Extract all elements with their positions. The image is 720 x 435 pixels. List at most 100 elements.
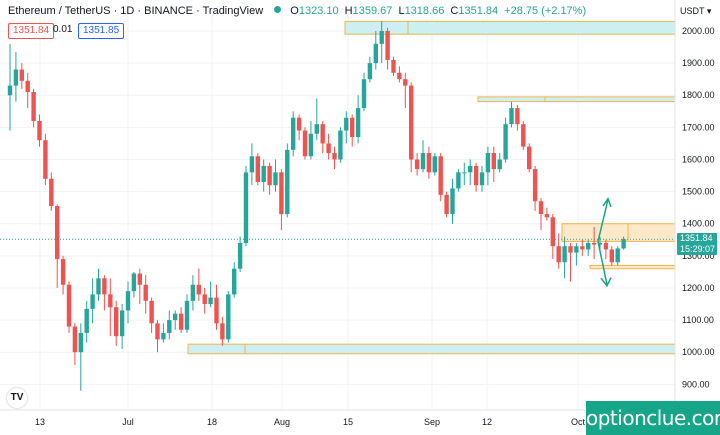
candle-up (420, 153, 426, 170)
symbol-title[interactable]: Ethereum / TetherUS · 1D · BINANCE · Tra… (8, 5, 264, 17)
candle-down (320, 124, 325, 144)
candle-up (125, 291, 131, 311)
candle-up (361, 79, 367, 109)
currency-selector[interactable]: USDT ▾ (680, 6, 712, 16)
candle-down (155, 323, 160, 340)
ohlc-high-value: 1359.67 (352, 5, 393, 17)
candle-up (456, 172, 461, 189)
candle-down (214, 297, 219, 324)
candle-up (131, 273, 137, 292)
candle-up (379, 31, 384, 44)
candle-down (350, 117, 355, 137)
candle-up (586, 242, 591, 250)
candle-down (202, 294, 207, 305)
candle-up (167, 320, 172, 333)
price-tick-label: 1300.00 (682, 251, 715, 261)
candle-up (621, 239, 626, 249)
candle-down (49, 178, 54, 207)
candle-down (556, 246, 561, 263)
candle-up (90, 294, 95, 309)
candle-down (149, 300, 154, 324)
price-tick-label: 1900.00 (682, 58, 715, 68)
candle-down (403, 79, 408, 86)
tradingview-logo-icon[interactable]: TV (7, 388, 27, 408)
price-tick-label: 1500.00 (682, 187, 715, 197)
time-tick-label: 13 (35, 417, 45, 427)
candle-down (438, 156, 443, 195)
sell-button[interactable]: 1351.84 (8, 23, 55, 39)
candle-down (414, 159, 420, 170)
candle-up (261, 165, 266, 182)
last-price-value: 1351.84 (680, 233, 713, 244)
candle-up (338, 130, 343, 160)
candle-down (609, 249, 614, 263)
candle-down (108, 294, 113, 308)
candle-up (574, 246, 579, 253)
candle-up (479, 172, 485, 186)
ohlc-open-key: O (290, 5, 299, 17)
candle-down (385, 31, 390, 60)
candle-down (603, 242, 609, 250)
ohlc-close-value: 1351.84 (458, 5, 499, 17)
support-zone-1010 (187, 343, 676, 355)
down-arrow-line (597, 241, 608, 285)
projection-arrows (597, 197, 612, 288)
candle-down (302, 130, 308, 157)
spread-value: 0.01 (53, 24, 73, 35)
candle-down (19, 69, 24, 81)
candle-up (173, 313, 178, 321)
candle-down (267, 165, 272, 186)
candle-down (491, 153, 496, 170)
candle-up (232, 268, 237, 295)
price-tick-label: 1800.00 (682, 90, 715, 100)
price-tick-label: 1000.00 (682, 347, 715, 357)
candle-up (468, 165, 473, 173)
candle-up (450, 188, 455, 215)
candle-up (562, 246, 567, 263)
candle-down (114, 307, 119, 337)
price-tick-label: 1600.00 (682, 154, 715, 164)
candle-down (591, 242, 597, 245)
buy-button[interactable]: 1351.85 (78, 23, 125, 39)
candle-down (426, 153, 432, 173)
time-scale: 13 Jul 18 Aug 15 Sep 12 Oct (35, 417, 586, 427)
candle-down (521, 124, 526, 147)
candle-up (597, 242, 603, 245)
time-tick-label: Aug (274, 417, 290, 427)
candle-up (226, 294, 231, 340)
candle-down (296, 117, 302, 131)
ohlc-close-key: C (450, 5, 459, 17)
candle-down (515, 108, 520, 125)
candle-up (208, 297, 213, 305)
candle-up (462, 172, 467, 174)
time-tick-label: Jul (122, 417, 134, 427)
candle-down (279, 172, 284, 215)
candle-down (31, 92, 36, 121)
candle-down (544, 214, 550, 218)
candle-up (78, 332, 83, 353)
candle-up (84, 308, 89, 333)
candle-up (249, 156, 255, 173)
ohlc-low-key: L (398, 5, 405, 17)
candle-down (444, 194, 449, 215)
candle-up (509, 108, 514, 125)
candle-down (55, 206, 60, 260)
down-arrow-head-icon (600, 277, 612, 288)
time-tick-label: Sep (424, 417, 440, 427)
candle-down (178, 313, 184, 330)
time-tick-label: 12 (482, 417, 492, 427)
resistance-zone-2000 (344, 20, 676, 35)
candle-down (580, 246, 585, 250)
time-tick-label: 15 (343, 417, 353, 427)
price-scale: 900.00 1000.00 1100.00 1200.00 1300.00 1400.0… (682, 26, 715, 389)
candle-up (432, 156, 437, 173)
candle-up (119, 310, 125, 337)
candle-up (96, 278, 101, 295)
candle-up (308, 133, 314, 157)
bar-countdown: 15:29:07 (680, 244, 716, 255)
candle-down (220, 323, 225, 340)
price-tick-label: 1700.00 (682, 122, 715, 132)
candle-down (60, 259, 66, 285)
ohlc-low-value: 1318.66 (404, 5, 445, 17)
